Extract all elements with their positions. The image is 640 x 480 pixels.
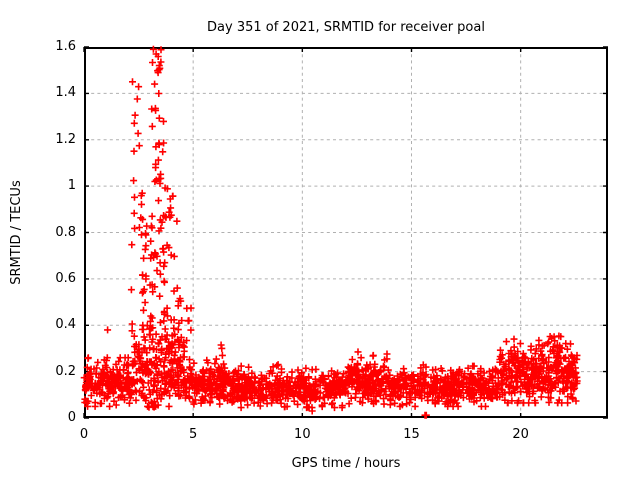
x-axis-label: GPS time / hours [291,456,401,471]
x-tick-label: 10 [294,427,311,442]
x-tick-label: 20 [512,427,529,442]
y-tick-label: 1.6 [55,39,76,54]
y-tick-label: 0.6 [55,270,76,286]
y-tick-label: 0.8 [55,224,76,240]
x-tick-label: 0 [79,427,89,442]
chart-title: Day 351 of 2021, SRMTID for receiver poa… [207,20,485,35]
plot-border [84,47,608,418]
y-tick-label: 1 [67,178,76,194]
y-tick-label: 1.2 [55,131,76,147]
y-tick-label: 1.4 [55,85,76,101]
y-tick-label: 0.4 [55,317,76,333]
scatter-points [80,45,581,419]
y-tick-label: 0 [67,410,76,425]
y-tick-label: 0.2 [55,363,76,379]
x-tick-label: 5 [189,427,198,442]
x-tick-label: 15 [403,427,420,442]
